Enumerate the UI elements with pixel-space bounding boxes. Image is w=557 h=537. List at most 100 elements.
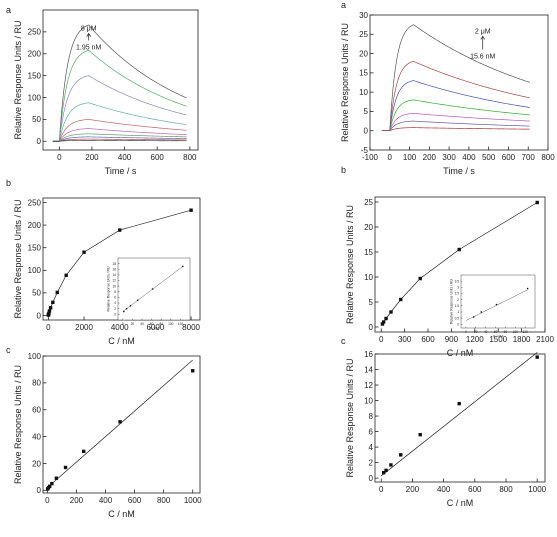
inset-right-b-xtick-label: 80 bbox=[504, 330, 508, 334]
inset-data-point-left-b-2 bbox=[129, 305, 132, 307]
right-b-xtick-label: 600 bbox=[421, 335, 435, 344]
right-b-xtick-label: 900 bbox=[445, 335, 459, 344]
inset-right-b-ytick-label: 0.5 bbox=[455, 316, 460, 320]
right-a-xtick-label: -100 bbox=[362, 153, 379, 162]
left-c-ytick-label: 0 bbox=[37, 486, 42, 495]
right-b-xtick-label: 1800 bbox=[513, 335, 531, 344]
right-c-xtick-label: 600 bbox=[468, 485, 482, 494]
inset-left-b-ytick-label: 2 bbox=[114, 307, 116, 311]
inset-right-b-xtick-label: 100 bbox=[513, 330, 519, 334]
right-a-ytick-label: -5 bbox=[361, 146, 369, 155]
data-point-left-b-9 bbox=[82, 250, 86, 254]
chart-left-c: c 0 200 400 600 800 1000 0 20 40 60 80 100 C / nM Rela… bbox=[6, 345, 202, 519]
series-line-left-a-5 bbox=[52, 128, 187, 142]
series-line-right-a-6 bbox=[381, 127, 530, 132]
right-c-xlabel: C / nM bbox=[447, 498, 474, 508]
series-line-right-a-3 bbox=[381, 99, 530, 132]
right-c-xtick-label: 200 bbox=[406, 485, 420, 494]
right-a-ytick-label: 30 bbox=[359, 11, 368, 20]
inset-right-b-xtick-label: 120 bbox=[522, 330, 528, 334]
right-c-xtick-label: 0 bbox=[379, 485, 384, 494]
right-c-ytick-label: 2 bbox=[369, 458, 374, 467]
left-b-ytick-label: 150 bbox=[28, 244, 42, 253]
annotation-top-left-a: 8 μM bbox=[81, 26, 97, 33]
data-point-left-b-4 bbox=[47, 309, 52, 313]
right-a-ytick-label: 5 bbox=[364, 107, 369, 116]
inset-data-point-left-b-4 bbox=[151, 288, 154, 290]
right-c-ytick-label: 8 bbox=[369, 412, 374, 421]
series-line-right-a-5 bbox=[381, 120, 530, 132]
left-c-frame bbox=[42, 355, 201, 494]
series-line-left-a-6 bbox=[52, 133, 187, 142]
right-c-frame bbox=[374, 353, 546, 483]
inset-data-point-left-b-1 bbox=[125, 308, 128, 310]
data-point-left-b-3 bbox=[47, 311, 51, 315]
left-c-ytick-label: 20 bbox=[32, 459, 41, 468]
data-point-left-b-6 bbox=[51, 300, 55, 305]
data-point-right-c-2 bbox=[389, 463, 393, 467]
left-a-ytick-label: 150 bbox=[28, 71, 42, 80]
right-b-frame bbox=[374, 196, 546, 333]
right-b-ytick-label: 5 bbox=[369, 298, 374, 307]
inset-data-point-right-b-3 bbox=[526, 287, 529, 290]
right-a-xtick-label: 0 bbox=[388, 153, 393, 162]
series-line-left-a-2 bbox=[52, 75, 187, 142]
right-a-ytick-label: 25 bbox=[359, 30, 368, 39]
left-b-ytick-label: 200 bbox=[28, 221, 42, 230]
inset-data-point-right-b-1 bbox=[480, 311, 482, 313]
left-a-ytick-label: 100 bbox=[28, 93, 42, 102]
inset-data-point-left-b-3 bbox=[136, 299, 139, 301]
annotation-arrowhead-right-a bbox=[480, 35, 486, 40]
series-line-right-a-1 bbox=[381, 60, 530, 132]
inset-right-b-ytick-label: 2 bbox=[457, 298, 459, 302]
inset-left-b-xtick-label: 60 bbox=[150, 322, 154, 326]
inset-left-b-ytick-label: 12 bbox=[112, 279, 116, 283]
left-c-ytick-label: 60 bbox=[32, 406, 41, 415]
right-a-frame bbox=[369, 14, 549, 151]
data-point-right-c-5 bbox=[457, 401, 461, 406]
inset-left-b-xtick-label: 40 bbox=[140, 322, 144, 326]
series-line-left-a-4 bbox=[52, 119, 187, 142]
right-a-ytick-label: 15 bbox=[359, 69, 368, 78]
right-b-xtick-label: 1200 bbox=[466, 335, 484, 344]
inset-left-b-ylabel: Relative Response Units / RU bbox=[106, 266, 110, 311]
annotation-bottom-right-a: 15.6 nM bbox=[470, 53, 495, 60]
inset-right-b-ytick-label: 3 bbox=[457, 285, 459, 289]
data-point-right-c-0 bbox=[381, 470, 386, 475]
panel-label-right-a: a bbox=[341, 0, 346, 10]
inset-right-b-xtick-label: 20 bbox=[474, 330, 478, 334]
right-a-xtick-label: 600 bbox=[502, 153, 516, 162]
left-a-ytick-label: 250 bbox=[28, 28, 42, 37]
inset-right-b-ytick-label: 3.5 bbox=[455, 279, 460, 283]
data-point-right-b-2 bbox=[384, 316, 388, 321]
left-c-xtick-label: 1000 bbox=[184, 496, 202, 505]
right-c-xtick-label: 800 bbox=[499, 485, 513, 494]
right-c-ytick-label: 14 bbox=[364, 365, 373, 374]
series-line-right-a-4 bbox=[381, 113, 530, 132]
left-b-xtick-label: 0 bbox=[46, 323, 51, 332]
left-c-xlabel: C / nM bbox=[108, 509, 135, 519]
left-b-xtick-label: 2000 bbox=[75, 323, 93, 332]
left-a-ytick-label: 200 bbox=[28, 50, 42, 59]
data-point-right-b-4 bbox=[399, 297, 403, 302]
inset-data-point-right-b-0 bbox=[472, 316, 475, 318]
data-point-right-c-3 bbox=[399, 453, 403, 457]
left-a-xtick-label: 800 bbox=[183, 153, 197, 162]
series-line-left-a-3 bbox=[52, 102, 187, 142]
inset-right-b-ytick-label: 2.5 bbox=[455, 292, 460, 296]
right-a-xtick-label: 300 bbox=[442, 153, 456, 162]
inset-left-b-ytick-label: 0 bbox=[114, 312, 116, 316]
inset-left-b-ytick-label: 18 bbox=[112, 262, 116, 266]
inset-left-b-ytick-label: 6 bbox=[114, 296, 116, 300]
right-b-ytick-label: 10 bbox=[364, 273, 373, 282]
left-b-xtick-label: 6000 bbox=[146, 323, 164, 332]
data-point-right-c-1 bbox=[384, 468, 388, 473]
right-a-xtick-label: 800 bbox=[541, 153, 555, 162]
right-c-ytick-label: 0 bbox=[369, 474, 374, 483]
right-c-ytick-label: 16 bbox=[364, 350, 373, 359]
inset-left-b-xtick-label: 20 bbox=[131, 322, 135, 326]
left-a-ytick-label: 0 bbox=[37, 137, 42, 146]
